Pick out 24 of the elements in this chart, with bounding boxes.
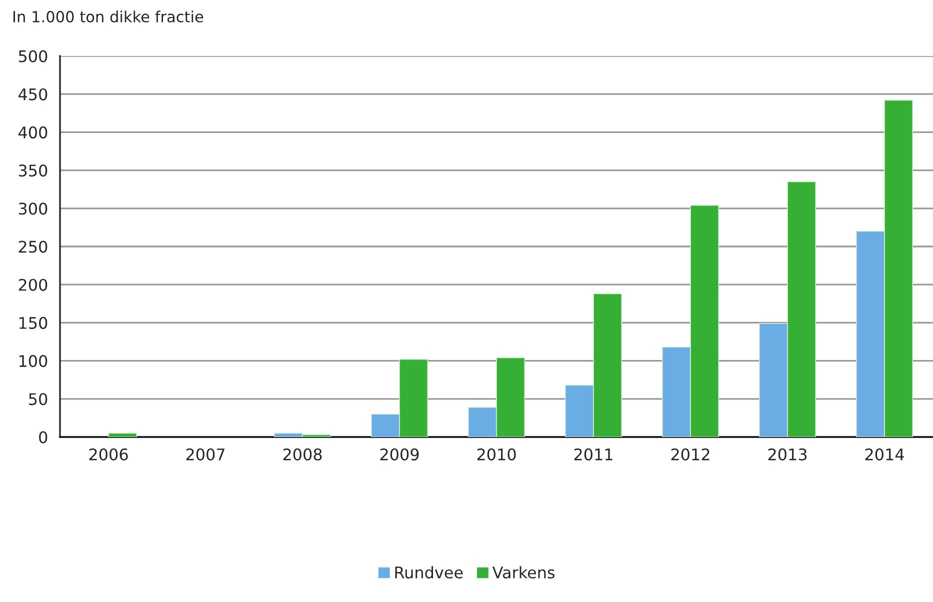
x-tick-label: 2010 — [477, 448, 516, 460]
x-tick-label: 2014 — [865, 448, 904, 460]
y-tick-label: 50 — [29, 393, 48, 406]
y-tick-label: 450 — [18, 88, 48, 100]
y-tick-label: 350 — [18, 164, 48, 177]
y-tick-label: 250 — [18, 240, 48, 253]
y-axis-title: In 1.000 ton dikke fractie — [14, 10, 204, 22]
x-tick-label: 2013 — [768, 448, 807, 460]
y-tick-label: 0 — [39, 431, 48, 444]
y-tick-label: 500 — [18, 50, 48, 62]
x-tick-label: 2006 — [89, 448, 128, 460]
x-tick-label: 2007 — [186, 448, 224, 460]
x-tick-label: 2012 — [671, 448, 710, 460]
y-tick-label: 150 — [19, 316, 48, 329]
y-tick-label: 300 — [18, 202, 48, 215]
y-tick-label: 400 — [18, 126, 48, 138]
bar — [108, 432, 138, 437]
y-tick-label: 200 — [18, 278, 48, 291]
x-tick-label: 2009 — [380, 448, 419, 460]
x-tick-label: 2011 — [574, 448, 612, 460]
y-tick-label: 100 — [19, 355, 48, 368]
legend-label: Rundvee — [395, 566, 463, 579]
legend-label: Varkens — [492, 566, 555, 579]
x-tick-label: 2008 — [283, 448, 322, 460]
